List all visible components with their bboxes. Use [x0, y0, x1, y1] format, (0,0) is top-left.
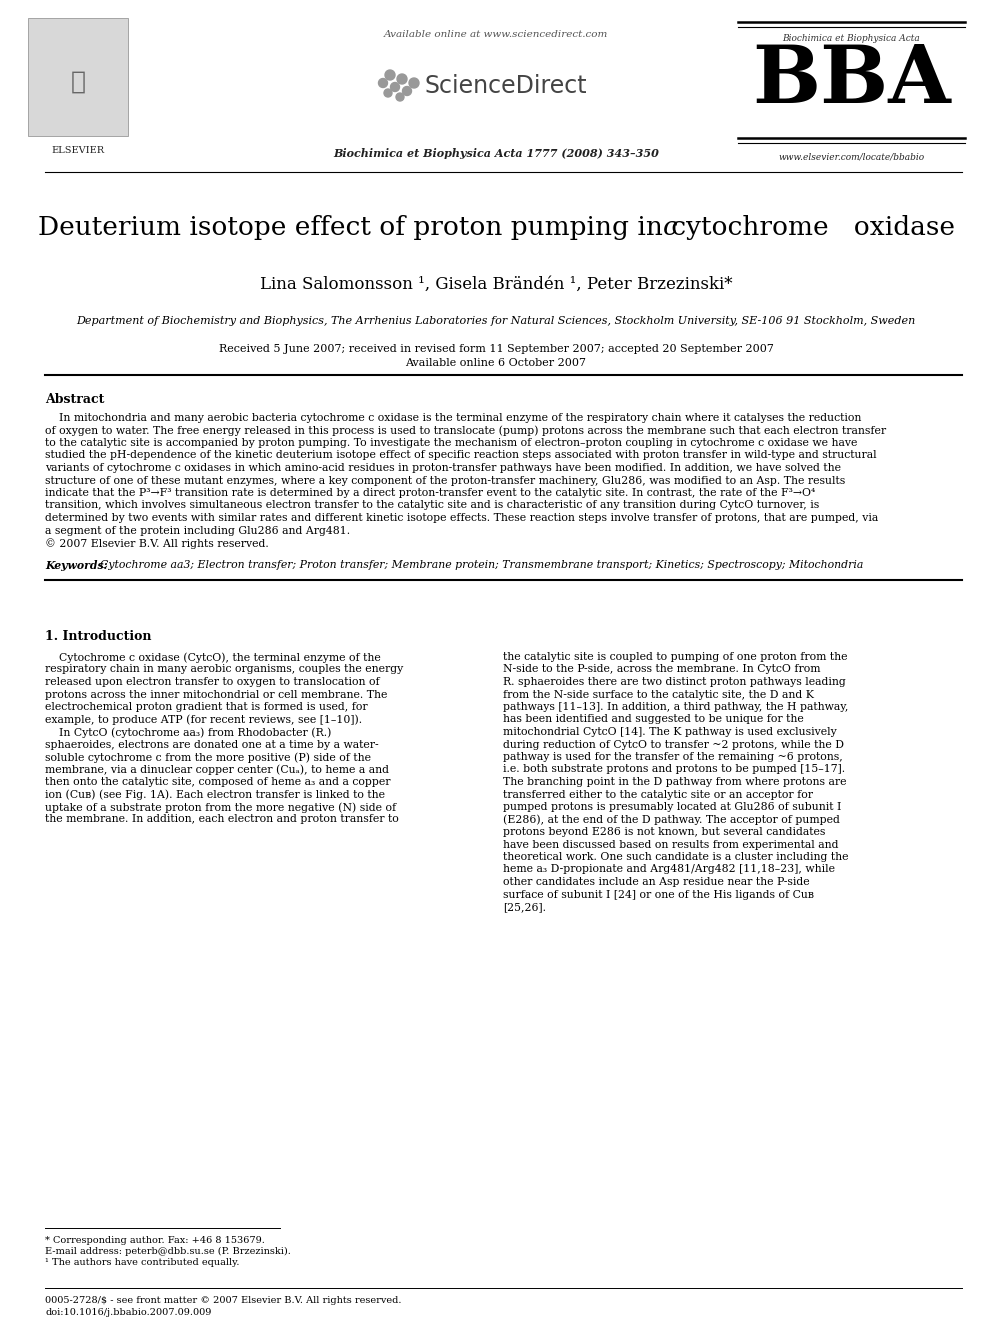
- Text: a segment of the protein including Glu286 and Arg481.: a segment of the protein including Glu28…: [45, 525, 350, 536]
- Text: Cytochrome aa3; Electron transfer; Proton transfer; Membrane protein; Transmembr: Cytochrome aa3; Electron transfer; Proto…: [100, 560, 863, 570]
- Text: indicate that the P³→F³ transition rate is determined by a direct proton-transfe: indicate that the P³→F³ transition rate …: [45, 488, 815, 497]
- Text: In CytcO (cytochrome aa₃) from Rhodobacter (R.): In CytcO (cytochrome aa₃) from Rhodobact…: [45, 728, 331, 737]
- Text: the catalytic site is coupled to pumping of one proton from the: the catalytic site is coupled to pumping…: [503, 652, 847, 662]
- Text: variants of cytochrome c oxidases in which amino-acid residues in proton-transfe: variants of cytochrome c oxidases in whi…: [45, 463, 841, 474]
- Text: the membrane. In addition, each electron and proton transfer to: the membrane. In addition, each electron…: [45, 815, 399, 824]
- Text: E-mail address: peterb@dbb.su.se (P. Brzezinski).: E-mail address: peterb@dbb.su.se (P. Brz…: [45, 1248, 291, 1256]
- Text: mitochondrial CytcO [14]. The K pathway is used exclusively: mitochondrial CytcO [14]. The K pathway …: [503, 728, 836, 737]
- Text: ¹ The authors have contributed equally.: ¹ The authors have contributed equally.: [45, 1258, 239, 1267]
- Text: sphaeroides, electrons are donated one at a time by a water-: sphaeroides, electrons are donated one a…: [45, 740, 379, 750]
- Circle shape: [403, 86, 412, 95]
- Text: from the N-side surface to the catalytic site, the D and K: from the N-side surface to the catalytic…: [503, 689, 814, 700]
- Text: c: c: [663, 216, 678, 239]
- Text: of oxygen to water. The free energy released in this process is used to transloc: of oxygen to water. The free energy rele…: [45, 426, 886, 437]
- Text: ScienceDirect: ScienceDirect: [425, 74, 587, 98]
- Text: pathway is used for the transfer of the remaining ~6 protons,: pathway is used for the transfer of the …: [503, 751, 843, 762]
- Text: © 2007 Elsevier B.V. All rights reserved.: © 2007 Elsevier B.V. All rights reserved…: [45, 538, 269, 549]
- Text: transferred either to the catalytic site or an acceptor for: transferred either to the catalytic site…: [503, 790, 813, 799]
- Text: released upon electron transfer to oxygen to translocation of: released upon electron transfer to oxyge…: [45, 677, 380, 687]
- Text: Available online at www.sciencedirect.com: Available online at www.sciencedirect.co…: [384, 30, 608, 38]
- Text: protons across the inner mitochondrial or cell membrane. The: protons across the inner mitochondrial o…: [45, 689, 387, 700]
- Text: 1. Introduction: 1. Introduction: [45, 630, 152, 643]
- Circle shape: [409, 78, 419, 89]
- Text: Keywords:: Keywords:: [45, 560, 111, 572]
- Text: during reduction of CytcO to transfer ~2 protons, while the D: during reduction of CytcO to transfer ~2…: [503, 740, 844, 750]
- Bar: [28, 19, 128, 136]
- Text: 🌳: 🌳: [70, 70, 85, 94]
- Text: pathways [11–13]. In addition, a third pathway, the H pathway,: pathways [11–13]. In addition, a third p…: [503, 703, 848, 712]
- Circle shape: [385, 70, 395, 79]
- Text: * Corresponding author. Fax: +46 8 153679.: * Corresponding author. Fax: +46 8 15367…: [45, 1236, 265, 1245]
- Text: R. sphaeroides there are two distinct proton pathways leading: R. sphaeroides there are two distinct pr…: [503, 677, 846, 687]
- Text: soluble cytochrome c from the more positive (P) side of the: soluble cytochrome c from the more posit…: [45, 751, 371, 762]
- Text: has been identified and suggested to be unique for the: has been identified and suggested to be …: [503, 714, 804, 725]
- Text: Biochimica et Biophysica Acta: Biochimica et Biophysica Acta: [783, 34, 921, 44]
- Circle shape: [391, 82, 400, 91]
- Text: other candidates include an Asp residue near the P-side: other candidates include an Asp residue …: [503, 877, 809, 886]
- Text: [25,26].: [25,26].: [503, 902, 546, 912]
- Text: www.elsevier.com/locate/bbabio: www.elsevier.com/locate/bbabio: [779, 153, 925, 161]
- Text: determined by two events with similar rates and different kinetic isotope effect: determined by two events with similar ra…: [45, 513, 878, 523]
- Text: Abstract: Abstract: [45, 393, 104, 406]
- Text: Available online 6 October 2007: Available online 6 October 2007: [406, 359, 586, 368]
- Text: Department of Biochemistry and Biophysics, The Arrhenius Laboratories for Natura: Department of Biochemistry and Biophysic…: [76, 316, 916, 325]
- Text: Lina Salomonsson ¹, Gisela Brändén ¹, Peter Brzezinski*: Lina Salomonsson ¹, Gisela Brändén ¹, Pe…: [260, 277, 732, 292]
- Text: Cytochrome c oxidase (CytcO), the terminal enzyme of the: Cytochrome c oxidase (CytcO), the termin…: [45, 652, 381, 663]
- Text: Deuterium isotope effect of proton pumping in cytochrome   oxidase: Deuterium isotope effect of proton pumpi…: [38, 216, 954, 239]
- Text: to the catalytic site is accompanied by proton pumping. To investigate the mecha: to the catalytic site is accompanied by …: [45, 438, 857, 448]
- Text: surface of subunit I [24] or one of the His ligands of Cuʙ: surface of subunit I [24] or one of the …: [503, 889, 814, 900]
- Text: have been discussed based on results from experimental and: have been discussed based on results fro…: [503, 840, 838, 849]
- Text: studied the pH-dependence of the kinetic deuterium isotope effect of specific re: studied the pH-dependence of the kinetic…: [45, 451, 877, 460]
- Text: In mitochondria and many aerobic bacteria cytochrome c oxidase is the terminal e: In mitochondria and many aerobic bacteri…: [45, 413, 861, 423]
- Text: theoretical work. One such candidate is a cluster including the: theoretical work. One such candidate is …: [503, 852, 848, 863]
- Text: BBA: BBA: [752, 42, 951, 120]
- Text: example, to produce ATP (for recent reviews, see [1–10]).: example, to produce ATP (for recent revi…: [45, 714, 362, 725]
- Circle shape: [397, 74, 407, 83]
- Text: then onto the catalytic site, composed of heme a₃ and a copper: then onto the catalytic site, composed o…: [45, 777, 391, 787]
- Text: electrochemical proton gradient that is formed is used, for: electrochemical proton gradient that is …: [45, 703, 368, 712]
- Text: 0005-2728/$ - see front matter © 2007 Elsevier B.V. All rights reserved.: 0005-2728/$ - see front matter © 2007 El…: [45, 1297, 402, 1304]
- Text: N-side to the P-side, across the membrane. In CytcO from: N-side to the P-side, across the membran…: [503, 664, 820, 675]
- Text: ELSEVIER: ELSEVIER: [52, 146, 104, 155]
- Text: heme a₃ D-propionate and Arg481/Arg482 [11,18–23], while: heme a₃ D-propionate and Arg481/Arg482 […: [503, 864, 835, 875]
- Text: pumped protons is presumably located at Glu286 of subunit I: pumped protons is presumably located at …: [503, 802, 841, 812]
- Text: ion (Cuʙ) (see Fig. 1A). Each electron transfer is linked to the: ion (Cuʙ) (see Fig. 1A). Each electron t…: [45, 790, 385, 800]
- Text: membrane, via a dinuclear copper center (Cuₐ), to heme a and: membrane, via a dinuclear copper center …: [45, 765, 389, 775]
- Text: Biochimica et Biophysica Acta 1777 (2008) 343–350: Biochimica et Biophysica Acta 1777 (2008…: [333, 148, 659, 159]
- Text: structure of one of these mutant enzymes, where a key component of the proton-tr: structure of one of these mutant enzymes…: [45, 475, 845, 486]
- Circle shape: [384, 89, 392, 97]
- Text: i.e. both substrate protons and protons to be pumped [15–17].: i.e. both substrate protons and protons …: [503, 765, 845, 774]
- Circle shape: [379, 78, 388, 87]
- Circle shape: [396, 93, 404, 101]
- Text: respiratory chain in many aerobic organisms, couples the energy: respiratory chain in many aerobic organi…: [45, 664, 404, 675]
- Text: (E286), at the end of the D pathway. The acceptor of pumped: (E286), at the end of the D pathway. The…: [503, 815, 840, 826]
- Text: doi:10.1016/j.bbabio.2007.09.009: doi:10.1016/j.bbabio.2007.09.009: [45, 1308, 211, 1316]
- Text: protons beyond E286 is not known, but several candidates: protons beyond E286 is not known, but se…: [503, 827, 825, 837]
- Text: uptake of a substrate proton from the more negative (N) side of: uptake of a substrate proton from the mo…: [45, 802, 396, 812]
- Text: The branching point in the D pathway from where protons are: The branching point in the D pathway fro…: [503, 777, 846, 787]
- Text: transition, which involves simultaneous electron transfer to the catalytic site : transition, which involves simultaneous …: [45, 500, 819, 511]
- Text: Received 5 June 2007; received in revised form 11 September 2007; accepted 20 Se: Received 5 June 2007; received in revise…: [218, 344, 774, 355]
